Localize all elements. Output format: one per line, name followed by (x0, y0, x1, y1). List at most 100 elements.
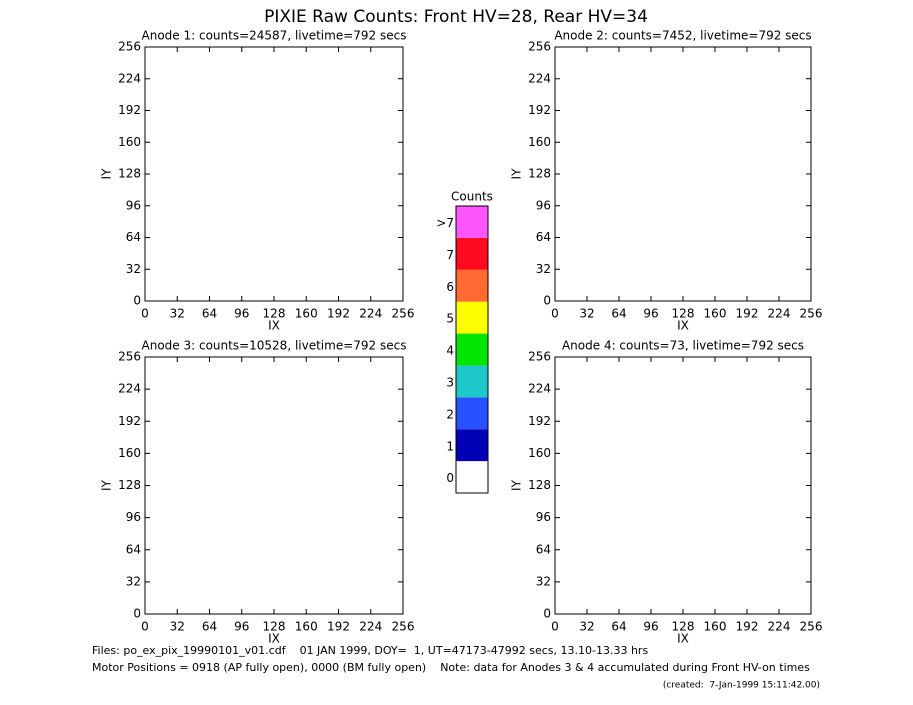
colorbar-label: 7 (446, 248, 454, 262)
colorbar-title: Counts (451, 190, 493, 204)
y-tick-label: 256 (528, 40, 551, 54)
y-tick-label: 96 (126, 510, 141, 524)
x-tick-label: 0 (141, 307, 149, 321)
x-axis-label: IX (677, 319, 689, 333)
colorbar-label: 4 (446, 344, 454, 358)
x-tick-label: 32 (170, 307, 185, 321)
y-tick-label: 224 (528, 382, 551, 396)
x-tick-label: 96 (234, 307, 249, 321)
y-tick-label: 64 (536, 542, 551, 556)
colorbar-label: 3 (446, 375, 454, 389)
plot-frame (144, 356, 404, 615)
y-tick-label: 160 (528, 135, 551, 149)
y-tick-label: 160 (118, 135, 141, 149)
x-tick-label: 160 (704, 307, 727, 321)
x-tick-label: 160 (295, 620, 318, 634)
x-tick-label: 64 (202, 620, 217, 634)
y-axis-label: IY (100, 168, 114, 180)
colorbar-label: 6 (446, 280, 454, 294)
y-tick-label: 64 (126, 542, 141, 556)
colorbar-label: 2 (446, 407, 454, 421)
x-tick-label: 224 (768, 307, 791, 321)
y-axis-label: IY (510, 479, 524, 491)
y-tick-label: 0 (543, 607, 551, 621)
y-tick-label: 192 (118, 414, 141, 428)
y-tick-label: 224 (528, 71, 551, 85)
x-tick-label: 192 (327, 620, 350, 634)
y-tick-label: 224 (118, 71, 141, 85)
y-axis-label: IY (100, 479, 114, 491)
x-tick-label: 128 (672, 620, 695, 634)
x-tick-label: 64 (611, 620, 626, 634)
x-tick-label: 256 (800, 620, 823, 634)
color-swatch (456, 365, 488, 398)
color-swatch (456, 301, 488, 334)
y-tick-label: 192 (528, 414, 551, 428)
colorbar-label: 0 (446, 471, 454, 485)
y-tick-label: 256 (118, 40, 141, 54)
color-swatch (456, 429, 488, 462)
color-swatch (456, 206, 488, 238)
x-axis-label: IX (677, 632, 689, 646)
x-axis-label: IX (268, 632, 280, 646)
panel-title: Anode 1: counts=24587, livetime=792 secs (142, 29, 407, 43)
x-tick-label: 0 (551, 307, 559, 321)
y-tick-label: 96 (536, 198, 551, 212)
colorbar-frame (455, 205, 489, 494)
y-tick-label: 256 (528, 350, 551, 364)
colorbar-label: >7 (436, 216, 454, 230)
colorbar-label: 5 (446, 312, 454, 326)
x-tick-label: 256 (392, 620, 415, 634)
y-tick-label: 192 (528, 103, 551, 117)
color-swatch (456, 461, 488, 493)
y-tick-label: 32 (536, 262, 551, 276)
y-tick-label: 32 (536, 574, 551, 588)
x-tick-label: 224 (768, 620, 791, 634)
x-tick-label: 64 (611, 307, 626, 321)
panel-title: Anode 2: counts=7452, livetime=792 secs (554, 29, 811, 43)
y-tick-label: 96 (536, 510, 551, 524)
color-swatch (456, 269, 488, 302)
y-tick-label: 256 (118, 350, 141, 364)
created-note: (created: 7-Jan-1999 15:11:42.00) (663, 681, 820, 691)
footer-line: Motor Positions = 0918 (AP fully open), … (92, 661, 810, 674)
color-swatch (456, 333, 488, 366)
x-tick-label: 192 (736, 307, 759, 321)
y-tick-label: 224 (118, 382, 141, 396)
y-tick-label: 32 (126, 574, 141, 588)
x-tick-label: 256 (800, 307, 823, 321)
x-tick-label: 32 (170, 620, 185, 634)
y-tick-label: 96 (126, 198, 141, 212)
x-tick-label: 224 (359, 307, 382, 321)
y-tick-label: 192 (118, 103, 141, 117)
x-tick-label: 192 (327, 307, 350, 321)
x-tick-label: 256 (392, 307, 415, 321)
x-tick-label: 0 (141, 620, 149, 634)
y-tick-label: 160 (118, 446, 141, 460)
color-swatch (456, 237, 488, 270)
x-tick-label: 224 (359, 620, 382, 634)
y-tick-label: 128 (118, 167, 141, 181)
y-tick-label: 0 (133, 607, 141, 621)
y-tick-label: 128 (528, 478, 551, 492)
y-tick-label: 32 (126, 262, 141, 276)
x-tick-label: 192 (736, 620, 759, 634)
x-axis-label: IX (268, 319, 280, 333)
plot-frame (144, 46, 404, 302)
y-axis-label: IY (510, 168, 524, 180)
x-tick-label: 96 (643, 307, 658, 321)
page-title: PIXIE Raw Counts: Front HV=28, Rear HV=3… (264, 7, 648, 27)
footer-line: Files: po_ex_pix_19990101_v01.cdf 01 JAN… (92, 644, 648, 657)
y-tick-label: 64 (536, 230, 551, 244)
x-tick-label: 128 (672, 307, 695, 321)
x-tick-label: 128 (263, 307, 286, 321)
plot-frame (554, 356, 812, 615)
y-tick-label: 160 (528, 446, 551, 460)
y-tick-label: 0 (133, 294, 141, 308)
panel-title: Anode 4: counts=73, livetime=792 secs (562, 339, 804, 353)
x-tick-label: 64 (202, 307, 217, 321)
x-tick-label: 96 (234, 620, 249, 634)
y-tick-label: 128 (118, 478, 141, 492)
x-tick-label: 160 (295, 307, 318, 321)
